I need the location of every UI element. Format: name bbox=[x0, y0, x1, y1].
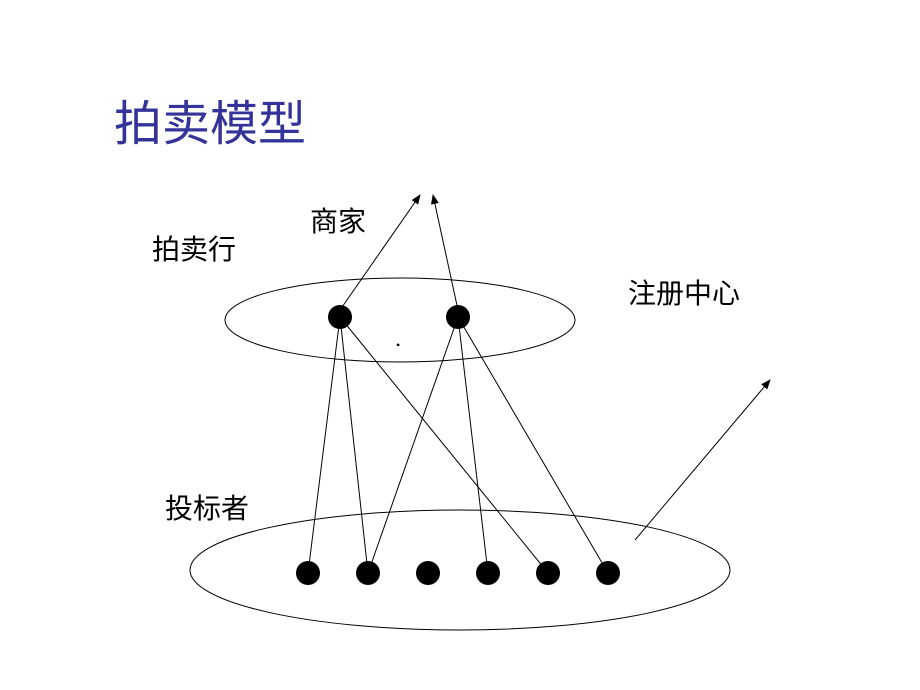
auction-node-0 bbox=[328, 305, 352, 329]
arrow-1 bbox=[433, 195, 458, 310]
arrow-group bbox=[340, 195, 770, 540]
bidder-node-2 bbox=[296, 561, 320, 585]
edge-group bbox=[308, 317, 608, 573]
edge-4 bbox=[458, 317, 488, 573]
bidder-node-5 bbox=[476, 561, 500, 585]
auction-diagram bbox=[0, 0, 920, 690]
bidder-node-4 bbox=[416, 561, 440, 585]
arrow-2 bbox=[635, 380, 770, 540]
bidder-node-3 bbox=[356, 561, 380, 585]
bidder-node-7 bbox=[596, 561, 620, 585]
node-group bbox=[296, 305, 620, 585]
bidder-ellipse bbox=[190, 510, 730, 630]
arrow-0 bbox=[340, 195, 420, 310]
edge-1 bbox=[340, 317, 368, 573]
edge-5 bbox=[458, 317, 608, 573]
page-marker: • bbox=[396, 338, 400, 353]
auction-node-1 bbox=[446, 305, 470, 329]
bidder-node-6 bbox=[536, 561, 560, 585]
edge-0 bbox=[308, 317, 340, 573]
